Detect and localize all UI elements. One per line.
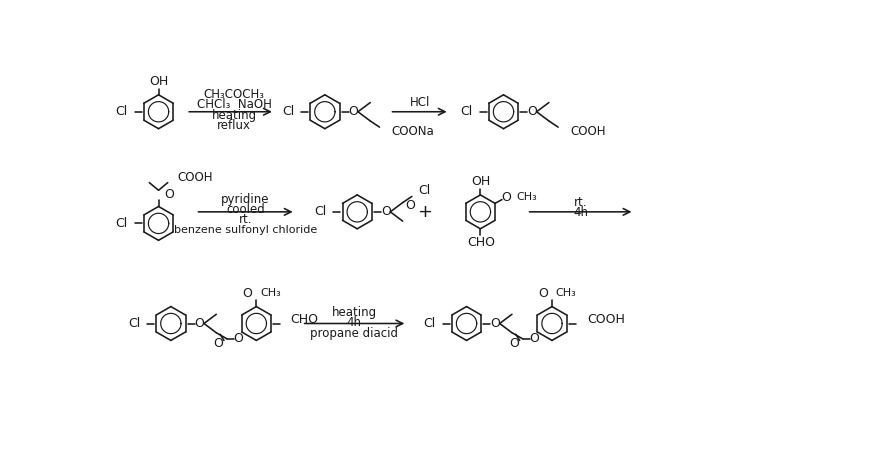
- Text: O: O: [348, 105, 358, 118]
- Text: HCl: HCl: [409, 96, 430, 109]
- Text: heating: heating: [332, 306, 376, 319]
- Text: O: O: [214, 337, 223, 350]
- Text: 4h: 4h: [573, 206, 588, 219]
- Text: O: O: [509, 337, 519, 350]
- Text: O: O: [381, 205, 391, 218]
- Text: COONa: COONa: [392, 125, 434, 138]
- Text: Cl: Cl: [418, 184, 430, 197]
- Text: rt.: rt.: [239, 213, 252, 226]
- Text: O: O: [406, 199, 415, 212]
- Text: O: O: [490, 317, 500, 330]
- Text: COOH: COOH: [587, 313, 626, 326]
- Text: O: O: [164, 189, 174, 202]
- Text: Cl: Cl: [423, 317, 435, 330]
- Text: O: O: [242, 287, 253, 300]
- Text: reflux: reflux: [217, 119, 251, 132]
- Text: cooled: cooled: [226, 203, 265, 216]
- Text: benzene sulfonyl chloride: benzene sulfonyl chloride: [174, 225, 317, 234]
- Text: CH₃: CH₃: [517, 192, 537, 202]
- Text: Cl: Cl: [116, 217, 128, 230]
- Text: pyridine: pyridine: [222, 193, 269, 206]
- Text: propane diacid: propane diacid: [310, 327, 398, 340]
- Text: Cl: Cl: [116, 105, 128, 118]
- Text: CH₃: CH₃: [260, 288, 281, 298]
- Text: COOH: COOH: [570, 125, 606, 138]
- Text: CHO: CHO: [290, 313, 318, 326]
- Text: O: O: [195, 317, 204, 330]
- Text: Cl: Cl: [461, 105, 473, 118]
- Text: rt.: rt.: [574, 196, 587, 209]
- Text: O: O: [538, 287, 548, 300]
- Text: OH: OH: [472, 176, 491, 188]
- Text: O: O: [234, 333, 243, 346]
- Text: O: O: [529, 333, 540, 346]
- Text: 4h: 4h: [347, 316, 362, 329]
- Text: O: O: [501, 191, 512, 204]
- Text: Cl: Cl: [128, 317, 140, 330]
- Text: CHO: CHO: [468, 236, 495, 249]
- Text: Cl: Cl: [282, 105, 294, 118]
- Text: +: +: [417, 203, 433, 221]
- Text: CH₃COCH₃: CH₃COCH₃: [203, 88, 264, 101]
- Text: CH₃: CH₃: [556, 288, 577, 298]
- Text: COOH: COOH: [178, 171, 213, 184]
- Text: CHCl₃  NaOH: CHCl₃ NaOH: [196, 98, 271, 111]
- Text: OH: OH: [149, 75, 169, 88]
- Text: heating: heating: [211, 109, 256, 122]
- Text: O: O: [527, 105, 537, 118]
- Text: Cl: Cl: [315, 205, 327, 218]
